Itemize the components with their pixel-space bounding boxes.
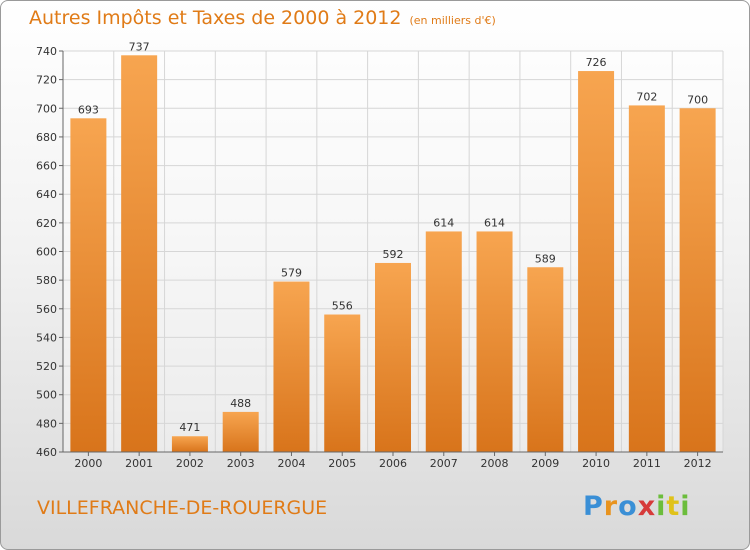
x-tick-label: 2011	[633, 457, 661, 470]
data-label: 471	[179, 421, 200, 434]
commune-name: VILLEFRANCHE-DE-ROUERGUE	[37, 497, 328, 519]
x-tick-label: 2001	[125, 457, 153, 470]
data-label: 488	[230, 397, 251, 410]
bar	[578, 71, 615, 453]
bar	[375, 262, 411, 452]
bar	[476, 231, 513, 452]
x-tick-label: 2004	[277, 457, 305, 470]
y-tick-label: 620	[36, 217, 57, 230]
y-tick-label: 460	[36, 446, 57, 459]
data-label: 592	[383, 248, 404, 261]
y-tick-label: 480	[36, 417, 57, 430]
title-text: Autres Impôts et Taxes de 2000 à 2012	[29, 7, 402, 29]
y-tick-label: 580	[36, 274, 57, 287]
y-tick-label: 660	[36, 160, 57, 173]
bar	[324, 314, 361, 452]
x-tick-label: 2008	[481, 457, 509, 470]
bar	[628, 105, 665, 453]
x-tick-label: 2002	[176, 457, 204, 470]
x-tick-label: 2005	[328, 457, 356, 470]
y-tick-label: 640	[36, 188, 57, 201]
y-tick-label: 720	[36, 74, 57, 87]
data-label: 614	[484, 216, 505, 229]
bar	[171, 436, 208, 452]
bar	[527, 267, 564, 452]
x-tick-label: 2012	[684, 457, 712, 470]
title-unit: (en milliers d'€)	[409, 14, 496, 27]
bar	[679, 108, 716, 453]
x-tick-label: 2003	[227, 457, 255, 470]
data-label: 589	[535, 252, 556, 265]
y-tick-label: 520	[36, 360, 57, 373]
x-tick-label: 2006	[379, 457, 407, 470]
y-tick-label: 540	[36, 331, 57, 344]
y-tick-label: 680	[36, 131, 57, 144]
data-label: 726	[586, 56, 607, 69]
y-tick-label: 600	[36, 246, 57, 259]
bar	[273, 281, 310, 452]
y-tick-label: 740	[36, 45, 57, 58]
y-tick-label: 700	[36, 102, 57, 115]
bar	[121, 55, 158, 453]
x-tick-label: 2010	[582, 457, 610, 470]
x-tick-label: 2007	[430, 457, 458, 470]
y-tick-label: 500	[36, 389, 57, 402]
proxiti-logo: Proxiti	[583, 491, 691, 522]
x-tick-label: 2000	[74, 457, 102, 470]
bar	[70, 118, 107, 452]
chart-title: Autres Impôts et Taxes de 2000 à 2012 (en…	[29, 7, 496, 29]
data-label: 579	[281, 267, 302, 280]
data-label: 556	[332, 300, 353, 313]
bar	[222, 411, 259, 452]
data-label: 702	[636, 90, 657, 103]
data-label: 693	[78, 103, 99, 116]
data-label: 737	[129, 40, 150, 53]
data-label: 700	[687, 93, 708, 106]
data-label: 614	[433, 216, 454, 229]
bar	[425, 231, 462, 452]
x-tick-label: 2009	[531, 457, 559, 470]
y-tick-label: 560	[36, 303, 57, 316]
